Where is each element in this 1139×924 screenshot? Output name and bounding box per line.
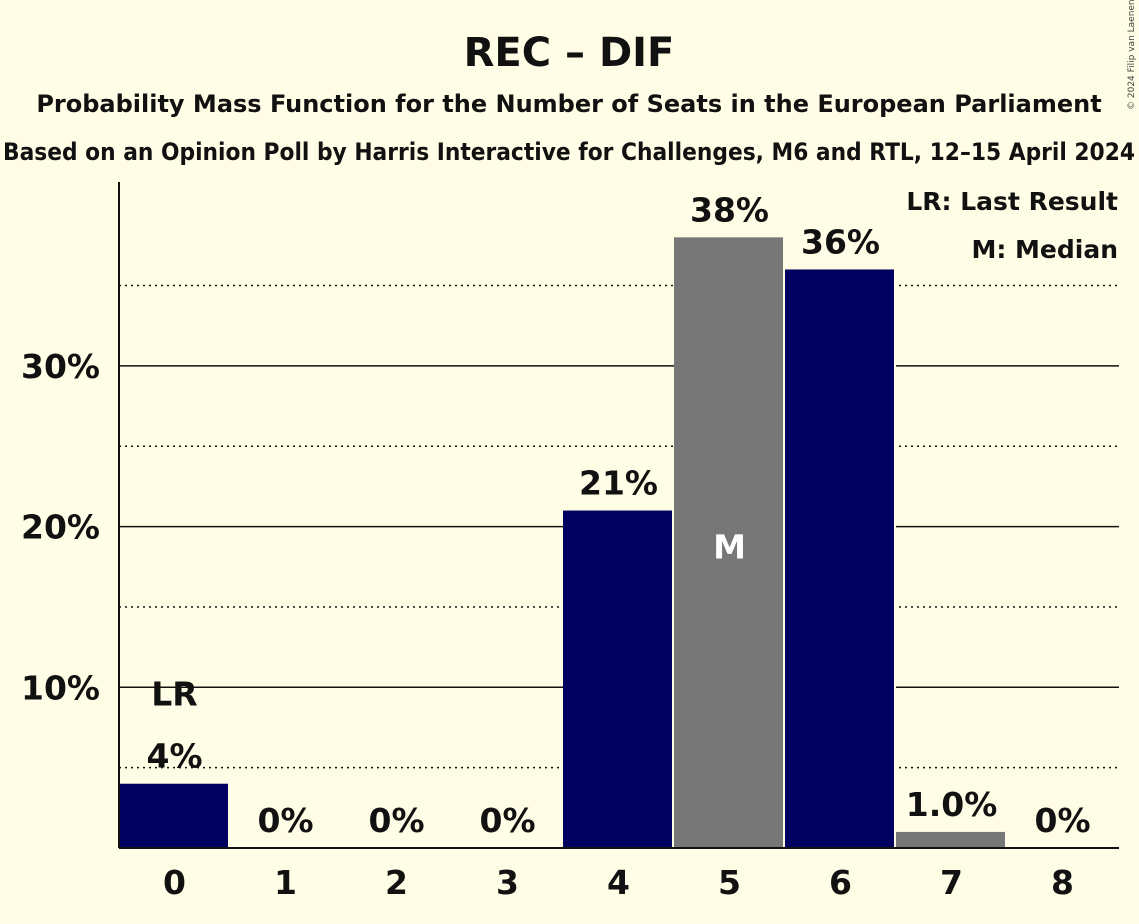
bar-labels: 4% LR 0% 0% 0% 21% 38% M 36% 1.0% 0% bbox=[146, 190, 1090, 840]
x-tick-labels: 0 1 2 3 4 5 6 7 8 bbox=[163, 863, 1074, 902]
chart-subtitle: Probability Mass Function for the Number… bbox=[36, 90, 1101, 118]
x-tick-label: 4 bbox=[607, 863, 630, 902]
bar-gap bbox=[783, 237, 785, 849]
bar-value-label: 0% bbox=[1034, 801, 1090, 840]
bar-value-label: 21% bbox=[579, 464, 658, 503]
bar-value-label: 0% bbox=[257, 801, 313, 840]
bar-seats-4 bbox=[563, 510, 672, 848]
x-tick-label: 5 bbox=[718, 863, 741, 902]
legend: LR: Last Result M: Median bbox=[906, 187, 1118, 264]
bar-value-label: 0% bbox=[368, 801, 424, 840]
bar-value-label: 38% bbox=[690, 190, 769, 229]
bar-gap bbox=[894, 269, 896, 849]
y-tick-labels: 10% 20% 30% bbox=[21, 347, 100, 707]
bar-value-label: 4% bbox=[146, 737, 202, 776]
legend-median: M: Median bbox=[971, 235, 1118, 264]
x-tick-label: 3 bbox=[496, 863, 519, 902]
y-tick-label: 30% bbox=[21, 347, 100, 386]
x-tick-label: 8 bbox=[1051, 863, 1074, 902]
legend-last-result: LR: Last Result bbox=[906, 187, 1118, 216]
bar-seats-7 bbox=[896, 831, 1005, 848]
bar-gap bbox=[228, 783, 230, 848]
y-tick-label: 20% bbox=[21, 508, 100, 547]
bar-gap bbox=[672, 510, 674, 848]
bars bbox=[119, 237, 1007, 849]
bar-seats-6 bbox=[785, 269, 894, 849]
y-tick-label: 10% bbox=[21, 668, 100, 707]
chart-title: REC – DIF bbox=[464, 30, 675, 76]
x-tick-label: 0 bbox=[163, 863, 186, 902]
bar-seats-0 bbox=[119, 783, 228, 848]
bar-gap bbox=[1005, 831, 1007, 848]
copyright-notice: © 2024 Filip van Laenen bbox=[1127, 0, 1137, 110]
chart-subtitle-poll: Based on an Opinion Poll by Harris Inter… bbox=[3, 138, 1135, 166]
bar-value-label: 0% bbox=[479, 801, 535, 840]
x-tick-label: 6 bbox=[829, 863, 852, 902]
x-tick-label: 2 bbox=[385, 863, 408, 902]
x-tick-label: 7 bbox=[940, 863, 963, 902]
bar-seats-5 bbox=[674, 237, 783, 849]
bar-value-label: 36% bbox=[801, 222, 880, 261]
median-marker: M bbox=[713, 528, 746, 567]
bar-value-label: 1.0% bbox=[906, 785, 998, 824]
x-tick-label: 1 bbox=[274, 863, 297, 902]
last-result-marker: LR bbox=[151, 675, 197, 714]
